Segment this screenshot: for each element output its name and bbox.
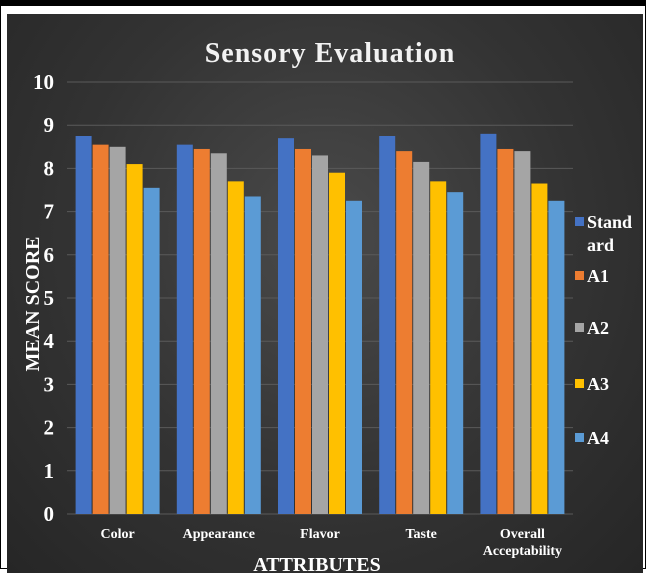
bar-a3-taste: [430, 181, 447, 515]
legend-swatch-a4: [575, 433, 584, 442]
bar-standard-taste: [379, 136, 396, 514]
bar-a3-flavor: [329, 172, 345, 514]
y-tick-label: 10: [33, 70, 54, 94]
y-tick-label: 4: [44, 329, 55, 353]
x-tick-label: Appearance: [183, 527, 255, 542]
y-tick-label: 5: [44, 286, 55, 310]
bar-a3-color: [126, 164, 143, 514]
y-tick-label: 2: [44, 416, 55, 440]
legend-label-line: A4: [587, 428, 609, 448]
bar-a2-overall-acceptability: [514, 151, 531, 514]
bar-a1-color: [92, 144, 109, 514]
bar-a2-color: [109, 146, 126, 515]
y-tick-label: 8: [44, 156, 55, 180]
bar-a4-color: [143, 187, 160, 514]
bar-a4-flavor: [346, 200, 362, 515]
y-tick-label: 9: [44, 113, 55, 137]
x-tick-label: Flavor: [300, 527, 340, 542]
y-tick-labels: 0 1 2 3 4 5 6 7 8 9 10: [33, 70, 55, 526]
bar-a4-taste: [447, 192, 464, 514]
x-tick-label-line: Acceptability: [483, 544, 562, 559]
bar-a1-flavor: [295, 148, 311, 514]
x-axis-title: ATTRIBUTES: [253, 554, 380, 573]
legend-label-line: ard: [587, 235, 614, 255]
x-tick-labels: Color Appearance Flavor Taste Overall Accepta…: [100, 527, 562, 559]
legend-label-a1: A1: [587, 266, 609, 286]
legend-label-a4: A4: [587, 428, 609, 448]
chart-title: Sensory Evaluation: [205, 38, 456, 69]
bar-a3-overall-acceptability: [531, 183, 548, 514]
y-tick-label: 0: [44, 502, 55, 526]
bar-standard-color: [75, 136, 92, 514]
legend-label-line: Stand: [587, 212, 632, 232]
bar-a1-overall-acceptability: [497, 148, 514, 514]
bar-standard-overall-acceptability: [480, 133, 497, 514]
bar-standard-flavor: [278, 138, 294, 514]
chart-area: 0 1 2 3 4 5 6 7 8 9 10 Color Appearance Flavor Taste O…: [7, 14, 643, 573]
y-axis-title: MEAN SCORE: [22, 236, 44, 371]
y-tick-label: 1: [44, 459, 55, 483]
legend-label-a3: A3: [587, 374, 609, 394]
x-tick-label-line: Color: [100, 527, 134, 542]
x-tick-label-line: Taste: [406, 527, 437, 542]
x-tick-label: Taste: [406, 527, 437, 542]
legend-label-line: A1: [587, 266, 609, 286]
bar-a1-appearance: [193, 148, 210, 514]
bar-chart: 0 1 2 3 4 5 6 7 8 9 10 Color Appearance Flavor Taste O…: [22, 38, 632, 573]
legend-label-line: A2: [587, 318, 609, 338]
bar-standard-appearance: [176, 144, 193, 514]
x-tick-label: Color: [100, 527, 134, 542]
bars: [75, 133, 565, 515]
legend-label-line: A3: [587, 374, 609, 394]
legend-label-a2: A2: [587, 318, 609, 338]
x-tick-label-line: Flavor: [300, 527, 340, 542]
bar-a2-appearance: [210, 153, 227, 514]
bar-a3-appearance: [227, 181, 244, 515]
bar-a4-appearance: [244, 196, 261, 515]
x-tick-label: Overall Acceptability: [483, 527, 562, 559]
legend-swatch-a3: [575, 379, 584, 388]
x-tick-label-line: Overall: [500, 527, 545, 542]
y-tick-label: 7: [44, 200, 55, 224]
legend-swatch-standard: [575, 217, 584, 226]
legend-swatch-a2: [575, 323, 584, 332]
bar-a2-flavor: [312, 155, 328, 514]
bar-a4-overall-acceptability: [548, 200, 565, 515]
x-tick-label-line: Appearance: [183, 527, 255, 542]
bar-a1-taste: [396, 151, 413, 514]
legend-swatch-a1: [575, 271, 584, 280]
bar-a2-taste: [413, 161, 430, 515]
y-tick-label: 6: [44, 243, 55, 267]
legend: Stand ard A1 A2 A3 A4: [575, 212, 632, 448]
y-tick-label: 3: [44, 372, 55, 396]
legend-label-standard: Stand ard: [587, 212, 632, 255]
